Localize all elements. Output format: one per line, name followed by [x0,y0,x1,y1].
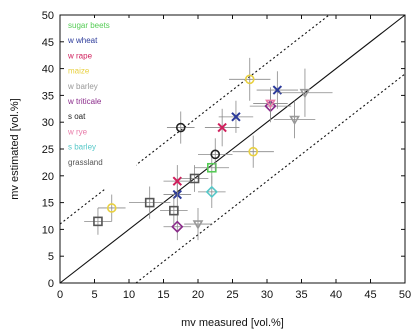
series-w-barley [184,68,333,241]
legend-entry: sugar beets [68,21,110,30]
y-tick-label: 30 [42,117,54,129]
series-s-oat [166,111,233,171]
data-point [189,173,200,184]
x-tick-label: 15 [157,289,169,301]
legend-entry: s oat [68,112,86,121]
reference-lines [59,14,406,284]
data-point [171,220,184,233]
series-w-triticale [163,90,292,241]
data-point [172,176,183,186]
y-tick-label: 5 [48,251,54,263]
legend: sugar beets w wheat w rape maize w barley w t… [64,18,136,189]
legend-entry: s barley [68,143,96,152]
confidence-line [59,14,330,225]
data-point [106,203,117,213]
x-tick-label: 25 [226,289,238,301]
x-tick-label: 40 [330,289,342,301]
series-s-barley [198,175,226,208]
series-w-wheat [163,71,299,211]
data-point [144,197,155,208]
x-axis-label: mv measured [vol.%] [181,317,284,329]
data-point [299,88,311,99]
y-tick-label: 15 [42,198,54,210]
data-point [244,74,255,85]
y-tick-label: 20 [42,171,54,183]
y-axis-label: mv estimated [vol.%] [9,98,21,199]
x-tick-label: 30 [261,289,273,301]
legend-entry: w barley [67,82,98,91]
y-tick-label: 25 [42,144,54,156]
legend-entry: w rye [67,127,88,136]
legend-entry: w wheat [67,36,98,45]
y-tick-label: 50 [42,10,54,22]
series-grassland [84,165,209,235]
data-point [289,115,300,126]
legend-entry: w rape [67,51,93,60]
series-w-rape [163,108,240,198]
x-tick-label: 0 [57,289,63,301]
legend-entry: maize [68,67,90,76]
x-tick-label: 35 [295,289,307,301]
data-point [210,149,221,160]
series-w-rye [253,87,288,120]
data-point [93,216,103,227]
legend-entry: grassland [68,158,103,167]
y-tick-label: 10 [42,224,54,236]
legend-box [64,18,136,189]
data-point [248,146,258,157]
y-tick-label: 45 [42,37,54,49]
data-point [205,185,218,199]
data-point [192,220,204,230]
x-tick-label: 20 [192,289,204,301]
confidence-line [135,73,406,284]
series-maize [97,57,274,222]
y-tick-label: 40 [42,64,54,76]
data-point [175,122,186,133]
legend-entry: w triticale [67,97,102,106]
data-point [231,112,241,122]
axis-ticks: 0 5 10 15 20 25 30 35 40 45 50 0 5 10 15 20 25 30 35 40 45 50 [42,10,411,301]
x-tick-label: 50 [399,289,411,301]
data-point [265,99,276,110]
x-tick-label: 5 [91,289,97,301]
y-tick-label: 35 [42,90,54,102]
data-point [169,205,179,216]
data-points [84,57,333,241]
one-to-one-line [59,14,406,284]
y-tick-label: 0 [48,278,54,290]
x-tick-label: 45 [364,289,376,301]
data-point [207,162,217,173]
x-tick-label: 10 [123,289,135,301]
data-point [217,122,227,133]
